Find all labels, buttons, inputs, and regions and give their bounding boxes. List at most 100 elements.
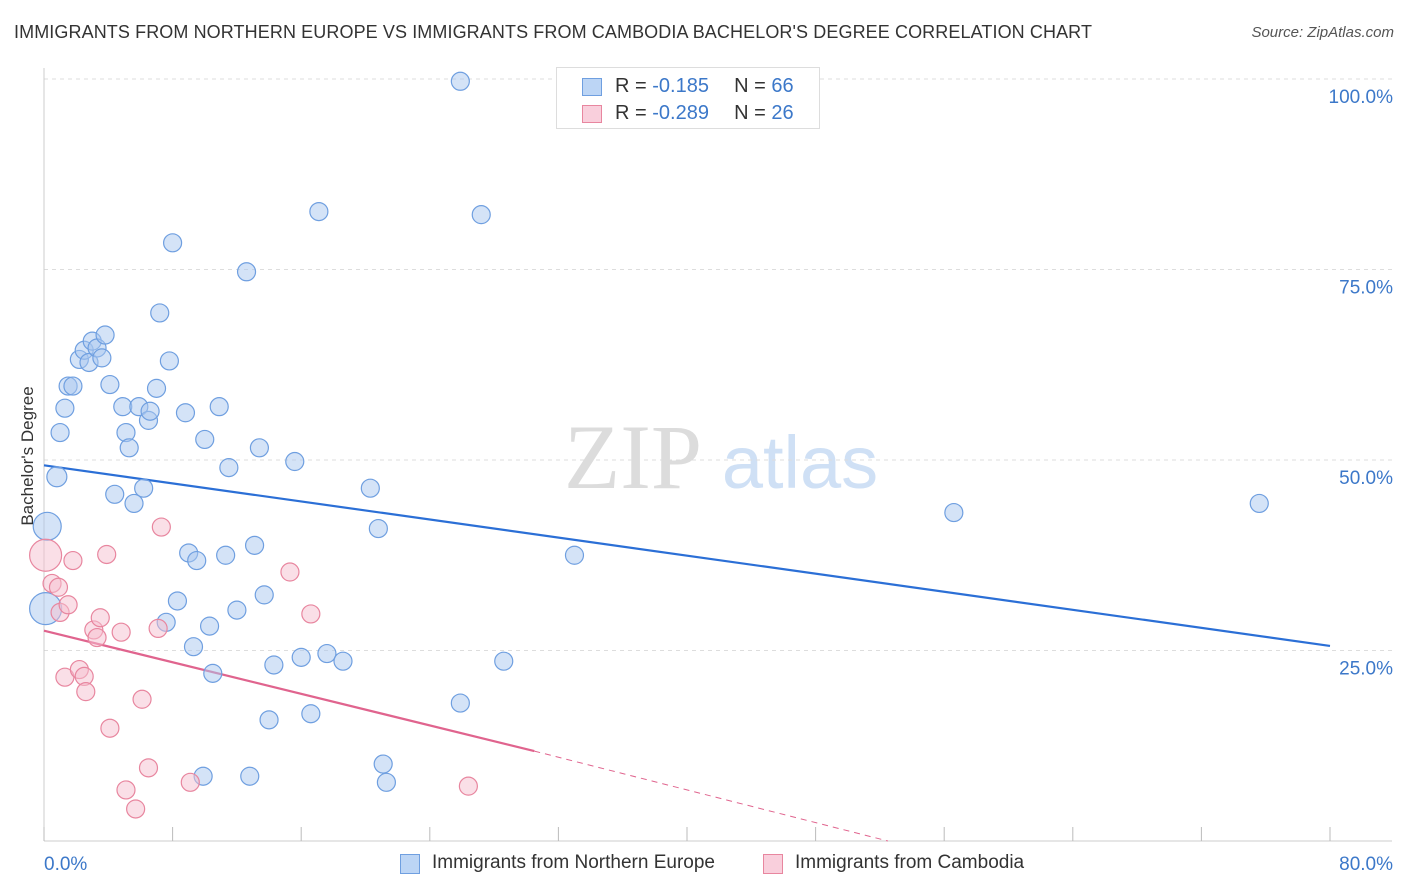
point-northern-europe [285, 451, 305, 472]
point-northern-europe [159, 351, 179, 371]
point-cambodia [126, 799, 146, 819]
point-cambodia [48, 577, 69, 597]
chart-title: IMMIGRANTS FROM NORTHERN EUROPE VS IMMIG… [14, 22, 1093, 42]
point-northern-europe [373, 754, 393, 774]
legend-swatch-pink [582, 105, 602, 123]
point-northern-europe [113, 397, 133, 417]
point-northern-europe [119, 438, 139, 458]
point-cambodia [116, 780, 136, 800]
point-cambodia [301, 604, 321, 624]
point-cambodia [90, 608, 110, 628]
point-cambodia [148, 618, 168, 639]
trend-line-cambodia [534, 750, 889, 842]
point-northern-europe [471, 205, 491, 225]
point-northern-europe [150, 303, 170, 323]
point-northern-europe [450, 693, 470, 713]
point-northern-europe [291, 647, 311, 667]
point-cambodia [29, 538, 63, 572]
point-northern-europe [564, 545, 585, 565]
point-northern-europe [249, 438, 270, 458]
point-northern-europe [254, 585, 274, 605]
point-cambodia [180, 772, 200, 792]
point-cambodia [458, 776, 478, 796]
point-northern-europe [494, 651, 514, 671]
point-northern-europe [124, 493, 144, 514]
n-label: N = [734, 75, 772, 97]
point-cambodia [76, 682, 96, 702]
legend-swatch-blue [582, 78, 602, 96]
point-northern-europe [236, 262, 257, 282]
point-northern-europe [216, 545, 236, 565]
point-northern-europe [50, 422, 70, 443]
trend-line-northern-europe [43, 464, 1331, 648]
point-northern-europe [244, 535, 265, 555]
point-northern-europe [368, 518, 388, 539]
point-northern-europe [140, 401, 160, 421]
point-northern-europe [376, 772, 396, 792]
point-northern-europe [199, 616, 220, 636]
n-label: N = [734, 102, 772, 124]
point-northern-europe [187, 550, 207, 571]
r-label: R = [615, 102, 653, 124]
point-cambodia [100, 718, 120, 738]
point-northern-europe [309, 201, 329, 222]
point-northern-europe [240, 766, 260, 786]
x-tick-label: 0.0% [44, 854, 87, 875]
trend-lines [43, 464, 1331, 842]
n-value: 66 [771, 75, 794, 97]
point-northern-europe [167, 591, 188, 611]
trend-line-cambodia [43, 629, 535, 753]
y-tick-label: 25.0% [1339, 659, 1393, 680]
point-northern-europe [360, 478, 380, 498]
point-northern-europe [333, 651, 353, 671]
y-tick-label: 100.0% [1329, 87, 1394, 108]
point-cambodia [63, 550, 83, 571]
r-value: -0.289 [652, 102, 709, 124]
point-northern-europe [317, 643, 337, 664]
point-northern-europe [944, 502, 964, 523]
point-northern-europe [134, 478, 154, 498]
point-cambodia [138, 758, 159, 778]
point-northern-europe [183, 637, 204, 657]
y-tick-label: 50.0% [1339, 468, 1393, 489]
point-northern-europe [175, 403, 196, 423]
legend-label: Immigrants from Cambodia [795, 852, 1025, 873]
point-cambodia [280, 562, 300, 582]
point-northern-europe [92, 348, 112, 368]
legend-swatch-pink [763, 854, 783, 874]
point-northern-europe [100, 374, 120, 395]
point-northern-europe [163, 233, 183, 253]
point-northern-europe [55, 398, 75, 418]
legend-swatch-blue [400, 854, 420, 874]
point-northern-europe [450, 71, 470, 91]
point-cambodia [151, 517, 171, 537]
r-value: -0.185 [652, 75, 709, 97]
y-axis-label: Bachelor's Degree [18, 386, 37, 526]
source-label: Source: ZipAtlas.com [1251, 24, 1394, 41]
point-northern-europe [95, 325, 115, 345]
grid [44, 78, 1392, 651]
axes [43, 68, 1392, 842]
point-northern-europe [146, 378, 167, 398]
point-northern-europe [46, 466, 68, 488]
tick-labels: 100.0% 75.0% 50.0% 25.0% 0.0% 80.0% [44, 87, 1393, 875]
point-northern-europe [209, 397, 229, 417]
point-northern-europe [227, 600, 247, 620]
point-cambodia [97, 544, 117, 565]
watermark-atlas: atlas [722, 421, 878, 504]
x-tick-label: 80.0% [1339, 854, 1393, 875]
watermark-zip: ZIP [564, 406, 702, 508]
point-cambodia [58, 595, 78, 615]
n-value: 26 [771, 102, 794, 124]
point-northern-europe [301, 704, 321, 724]
point-northern-europe [219, 458, 239, 478]
correlation-legend: R = -0.185 N = 66 R = -0.289 N = 26 [556, 67, 820, 129]
watermark: ZIP atlas [564, 406, 878, 508]
y-tick-label: 75.0% [1339, 278, 1393, 299]
point-cambodia [132, 689, 152, 709]
point-northern-europe [63, 376, 83, 396]
point-northern-europe [203, 663, 223, 683]
point-cambodia [87, 627, 107, 648]
point-northern-europe [195, 429, 215, 450]
point-cambodia [111, 622, 131, 642]
